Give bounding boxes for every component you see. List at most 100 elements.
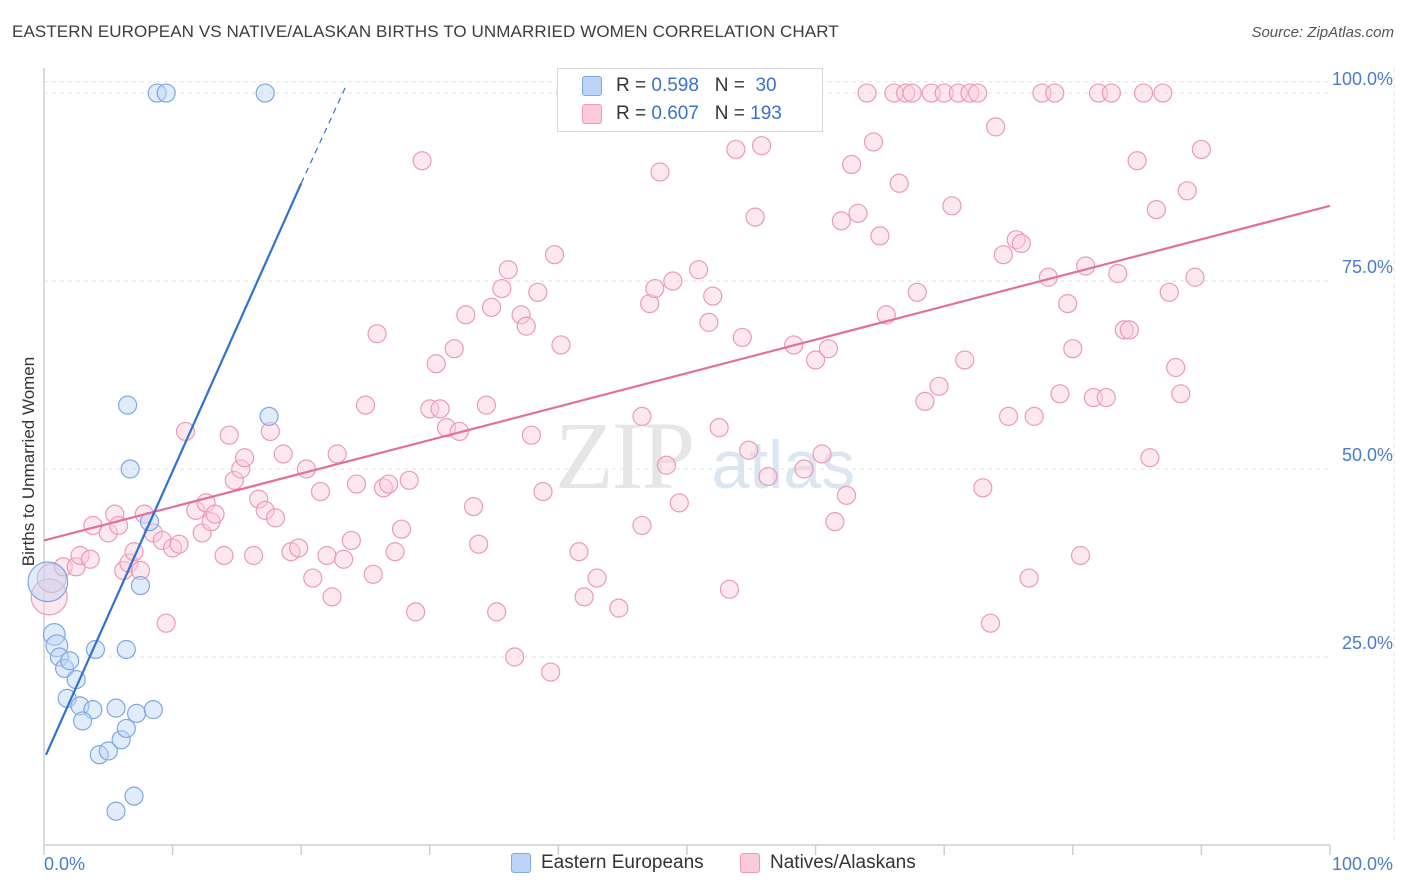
native-alaskan-point bbox=[551, 335, 571, 355]
native-alaskan-point bbox=[907, 282, 927, 302]
native-alaskan-point bbox=[1166, 357, 1186, 378]
native-alaskan-point bbox=[175, 421, 196, 442]
legend-item-natives-alaskans[interactable]: Natives/Alaskans bbox=[740, 852, 916, 874]
eastern-european-trendline-extension bbox=[300, 85, 347, 184]
native-alaskan-point bbox=[492, 278, 512, 299]
eastern-european-point bbox=[120, 459, 140, 479]
native-alaskan-point bbox=[1171, 384, 1191, 404]
native-alaskan-point bbox=[632, 406, 652, 426]
stats-text: R = 0.607 N = 193 bbox=[616, 103, 782, 124]
native-alaskan-trendline bbox=[43, 204, 1331, 542]
eastern-european-point bbox=[45, 634, 69, 658]
native-alaskan-point bbox=[732, 327, 752, 348]
eastern-european-point bbox=[98, 741, 118, 761]
native-alaskan-point bbox=[487, 602, 507, 622]
native-alaskan-point bbox=[739, 440, 759, 460]
native-alaskan-point bbox=[726, 139, 746, 160]
native-alaskan-point bbox=[322, 587, 342, 607]
native-alaskan-point bbox=[391, 519, 412, 539]
native-alaskan-point bbox=[317, 545, 337, 566]
eastern-european-point bbox=[49, 647, 70, 667]
native-alaskan-point bbox=[30, 578, 68, 616]
native-alaskan-point bbox=[1108, 263, 1128, 284]
native-alaskan-point bbox=[1191, 139, 1212, 160]
eastern-european-point bbox=[143, 700, 163, 720]
native-alaskan-point bbox=[632, 515, 652, 536]
native-alaskan-point bbox=[902, 83, 922, 103]
stats-swatch-blue bbox=[582, 76, 602, 96]
native-alaskan-point bbox=[993, 245, 1013, 265]
native-alaskan-point bbox=[505, 647, 525, 667]
native-alaskan-point bbox=[327, 444, 347, 464]
native-alaskan-point bbox=[235, 448, 255, 468]
native-alaskan-point bbox=[1114, 320, 1134, 340]
native-alaskan-point bbox=[1076, 256, 1096, 276]
native-alaskan-point bbox=[818, 339, 839, 359]
eastern-european-point bbox=[116, 639, 136, 660]
native-alaskan-point bbox=[469, 534, 489, 554]
native-alaskan-point bbox=[533, 481, 553, 502]
native-alaskan-point bbox=[934, 83, 954, 103]
native-alaskan-point bbox=[569, 542, 589, 562]
native-alaskan-point bbox=[645, 278, 665, 299]
native-alaskan-point bbox=[986, 117, 1006, 137]
native-alaskan-point bbox=[385, 542, 405, 562]
native-alaskan-point bbox=[1146, 199, 1166, 220]
native-alaskan-point bbox=[214, 545, 234, 566]
native-alaskan-point bbox=[289, 538, 309, 558]
native-alaskan-point bbox=[1006, 230, 1026, 250]
native-alaskan-point bbox=[130, 560, 151, 581]
native-alaskan-point bbox=[481, 297, 502, 317]
native-alaskan-point bbox=[587, 568, 607, 588]
native-alaskan-point bbox=[1045, 83, 1065, 103]
y-tick-label: 100.0% bbox=[1332, 69, 1393, 89]
native-alaskan-point bbox=[640, 293, 660, 314]
native-alaskan-point bbox=[420, 399, 440, 419]
native-alaskan-point bbox=[863, 132, 884, 152]
native-alaskan-point bbox=[156, 613, 176, 633]
native-alaskan-point bbox=[968, 83, 988, 103]
watermark-zip: ZIP bbox=[555, 402, 691, 509]
stats-n-value: 193 bbox=[750, 103, 782, 124]
native-alaskan-point bbox=[1133, 83, 1154, 103]
eastern-european-point bbox=[42, 623, 66, 646]
native-alaskan-point bbox=[231, 459, 251, 479]
stats-legend: R = 0.598 N = 30 R = 0.607 N = 193 bbox=[557, 68, 823, 132]
native-alaskan-point bbox=[998, 406, 1019, 426]
native-alaskan-point bbox=[412, 151, 432, 171]
chart-source: Source: ZipAtlas.com bbox=[1251, 24, 1394, 41]
native-alaskan-point bbox=[296, 459, 316, 479]
native-alaskan-point bbox=[870, 226, 890, 246]
legend-item-eastern-europeans[interactable]: Eastern Europeans bbox=[511, 852, 704, 874]
native-alaskan-point bbox=[812, 444, 832, 464]
native-alaskan-point bbox=[303, 568, 323, 588]
eastern-european-point bbox=[116, 718, 136, 739]
native-alaskan-point bbox=[341, 530, 361, 551]
native-alaskan-point bbox=[169, 534, 189, 554]
native-alaskan-point bbox=[758, 466, 778, 487]
native-alaskan-point bbox=[406, 602, 426, 622]
native-alaskan-point bbox=[1153, 83, 1173, 103]
y-tick-label: 25.0% bbox=[1342, 633, 1393, 653]
legend-label: Eastern Europeans bbox=[541, 852, 704, 873]
stats-text: R = 0.598 N = 30 bbox=[616, 75, 777, 96]
eastern-european-point bbox=[60, 651, 80, 671]
native-alaskan-point bbox=[609, 598, 629, 618]
native-alaskan-point bbox=[805, 350, 826, 370]
native-alaskan-point bbox=[498, 260, 518, 280]
native-alaskan-point bbox=[463, 497, 484, 517]
native-alaskan-point bbox=[1050, 384, 1070, 404]
native-alaskan-point bbox=[36, 563, 67, 594]
eastern-european-point bbox=[27, 561, 69, 603]
native-alaskan-point bbox=[399, 470, 419, 490]
native-alaskan-point bbox=[1101, 83, 1121, 103]
native-alaskan-point bbox=[1063, 339, 1083, 359]
native-alaskan-point bbox=[1127, 151, 1147, 171]
native-alaskan-point bbox=[346, 474, 367, 494]
native-alaskan-point bbox=[825, 512, 845, 532]
native-alaskan-point bbox=[1011, 233, 1031, 254]
native-alaskan-point bbox=[1185, 267, 1205, 287]
stats-row-natives-alaskans: R = 0.607 N = 193 bbox=[582, 101, 782, 127]
native-alaskan-point bbox=[1019, 568, 1039, 588]
